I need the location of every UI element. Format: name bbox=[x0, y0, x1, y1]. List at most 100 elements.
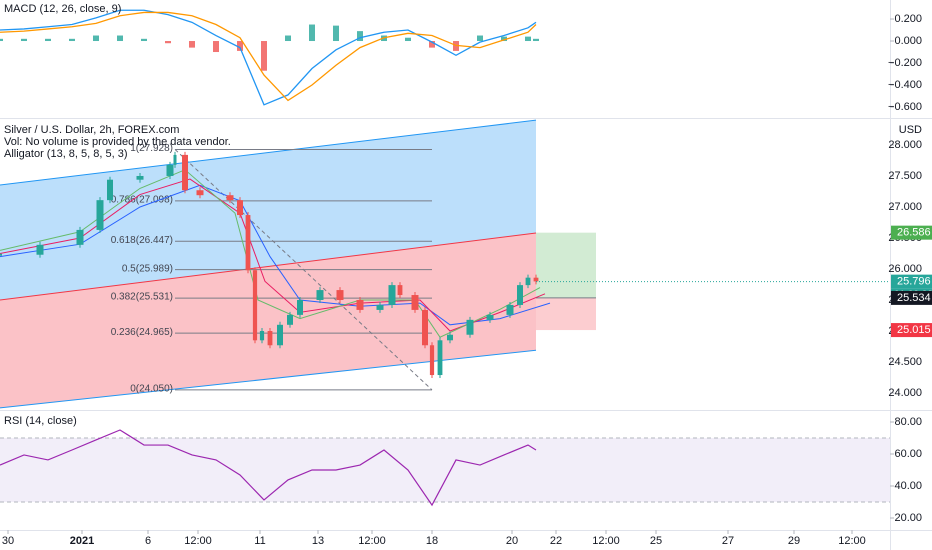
histogram-bar bbox=[69, 38, 75, 42]
fib-label: 0.618(26.447) bbox=[111, 235, 173, 246]
channel-line bbox=[0, 119, 537, 186]
price-tag-label: 25.796 bbox=[897, 276, 931, 288]
candle bbox=[517, 285, 523, 305]
y-tick-label: −0.200 bbox=[888, 57, 922, 69]
candle bbox=[447, 334, 453, 341]
histogram-bar bbox=[45, 38, 51, 42]
candle bbox=[76, 229, 84, 245]
candle bbox=[316, 290, 324, 300]
y-tick-label: 40.00 bbox=[894, 480, 922, 492]
alligator-line bbox=[0, 178, 546, 332]
rsi-line bbox=[0, 429, 537, 507]
candle bbox=[287, 314, 293, 325]
y-tick-label: −0.600 bbox=[888, 101, 922, 113]
channel-line bbox=[0, 232, 537, 301]
histogram-bar bbox=[333, 25, 339, 42]
y-tick-label: 28.000 bbox=[888, 139, 922, 151]
x-tick-label: 29 bbox=[788, 535, 800, 547]
price-title: Silver / U.S. Dollar, 2h, FOREX.com bbox=[4, 124, 179, 136]
x-tick-label: 20 bbox=[506, 535, 518, 547]
histogram-bar bbox=[533, 38, 539, 42]
candle bbox=[277, 324, 283, 346]
plot-layer: 1(27.928) 0.786(27.098) 0.618(26.447) 0.5(2… bbox=[0, 9, 932, 547]
x-tick-label: 12:00 bbox=[838, 535, 866, 547]
channel-upper-fill bbox=[0, 120, 536, 300]
currency-label: USD bbox=[899, 124, 922, 136]
position-stop bbox=[536, 297, 596, 331]
x-tick-label: 12:00 bbox=[184, 535, 212, 547]
candle bbox=[237, 200, 243, 216]
histogram-bar bbox=[93, 35, 99, 42]
fib-label: 0.382(25.531) bbox=[111, 292, 173, 303]
candle bbox=[376, 304, 384, 310]
macd-title: MACD (12, 26, close, 9) bbox=[4, 3, 121, 15]
y-tick-label: 26.000 bbox=[888, 263, 922, 275]
price-tag bbox=[891, 274, 932, 289]
volume-note: Vol: No volume is provided by the data v… bbox=[4, 136, 231, 148]
x-tick-label: 12:00 bbox=[592, 535, 620, 547]
candle bbox=[196, 190, 204, 196]
price-tag-label: 25.015 bbox=[897, 324, 931, 336]
candle bbox=[356, 299, 364, 310]
price-tag-label: 26.586 bbox=[897, 227, 931, 239]
price-tag-label: 25.534 bbox=[897, 292, 931, 304]
histogram-bar bbox=[165, 41, 171, 44]
pane: 1(27.928) 0.786(27.098) 0.618(26.447) 0.5(2… bbox=[0, 119, 890, 409]
candle bbox=[533, 277, 539, 282]
candle bbox=[506, 304, 514, 315]
fib-label: 0.786(27.098) bbox=[111, 195, 173, 206]
fib-trend bbox=[174, 149, 433, 391]
y-tick-label: 27.000 bbox=[888, 201, 922, 213]
histogram-bar bbox=[117, 35, 123, 42]
candle bbox=[226, 195, 234, 201]
histogram-bar bbox=[0, 38, 3, 42]
histogram-bar bbox=[525, 36, 531, 42]
y-tick-label: 24.000 bbox=[888, 387, 922, 399]
candle bbox=[96, 200, 104, 230]
histogram-bar bbox=[237, 41, 243, 51]
histogram-bar bbox=[357, 31, 363, 42]
candle bbox=[136, 175, 144, 180]
x-tick-label: 22 bbox=[550, 535, 562, 547]
x-tick-label: 13 bbox=[312, 535, 324, 547]
rsi-title: RSI (14, close) bbox=[4, 415, 77, 427]
fib-label: 1(27.928) bbox=[130, 143, 173, 154]
x-tick-label: 30 bbox=[2, 535, 14, 547]
candle bbox=[297, 299, 303, 315]
candle bbox=[107, 179, 113, 201]
macd-line bbox=[0, 9, 537, 106]
fib-label: 0.5(25.989) bbox=[122, 263, 173, 274]
y-tick-label: 20.00 bbox=[894, 512, 922, 524]
x-tick-label: 27 bbox=[722, 535, 734, 547]
alligator-line bbox=[0, 184, 551, 326]
histogram-bar bbox=[405, 37, 411, 42]
histogram-bar bbox=[309, 24, 315, 42]
fib-label: 0.236(24.965) bbox=[111, 327, 173, 338]
y-tick-label: 60.00 bbox=[894, 448, 922, 460]
candle bbox=[422, 309, 428, 346]
candle bbox=[267, 331, 273, 346]
candle bbox=[429, 345, 435, 376]
x-tick-label: 25 bbox=[650, 535, 662, 547]
histogram-bar bbox=[261, 41, 267, 71]
x-tick-label: 2021 bbox=[70, 535, 94, 547]
candle bbox=[411, 295, 419, 310]
histogram-bar bbox=[213, 41, 219, 53]
candle bbox=[336, 290, 344, 300]
histogram-bar bbox=[477, 35, 483, 42]
macd-line bbox=[0, 11, 537, 102]
candle bbox=[466, 319, 474, 335]
candle bbox=[252, 270, 258, 341]
candle bbox=[36, 244, 44, 255]
x-tick-label: 11 bbox=[254, 535, 265, 547]
pane bbox=[0, 9, 539, 106]
rsi-band bbox=[0, 438, 890, 502]
histogram-bar bbox=[429, 41, 435, 48]
histogram-bar bbox=[501, 36, 507, 42]
fib-label: 0(24.050) bbox=[130, 384, 173, 395]
x-tick-label: 18 bbox=[426, 535, 438, 547]
alligator-title: Alligator (13, 8, 5, 8, 5, 3) bbox=[4, 148, 128, 160]
x-tick-label: 6 bbox=[145, 535, 151, 547]
candle bbox=[173, 154, 177, 165]
